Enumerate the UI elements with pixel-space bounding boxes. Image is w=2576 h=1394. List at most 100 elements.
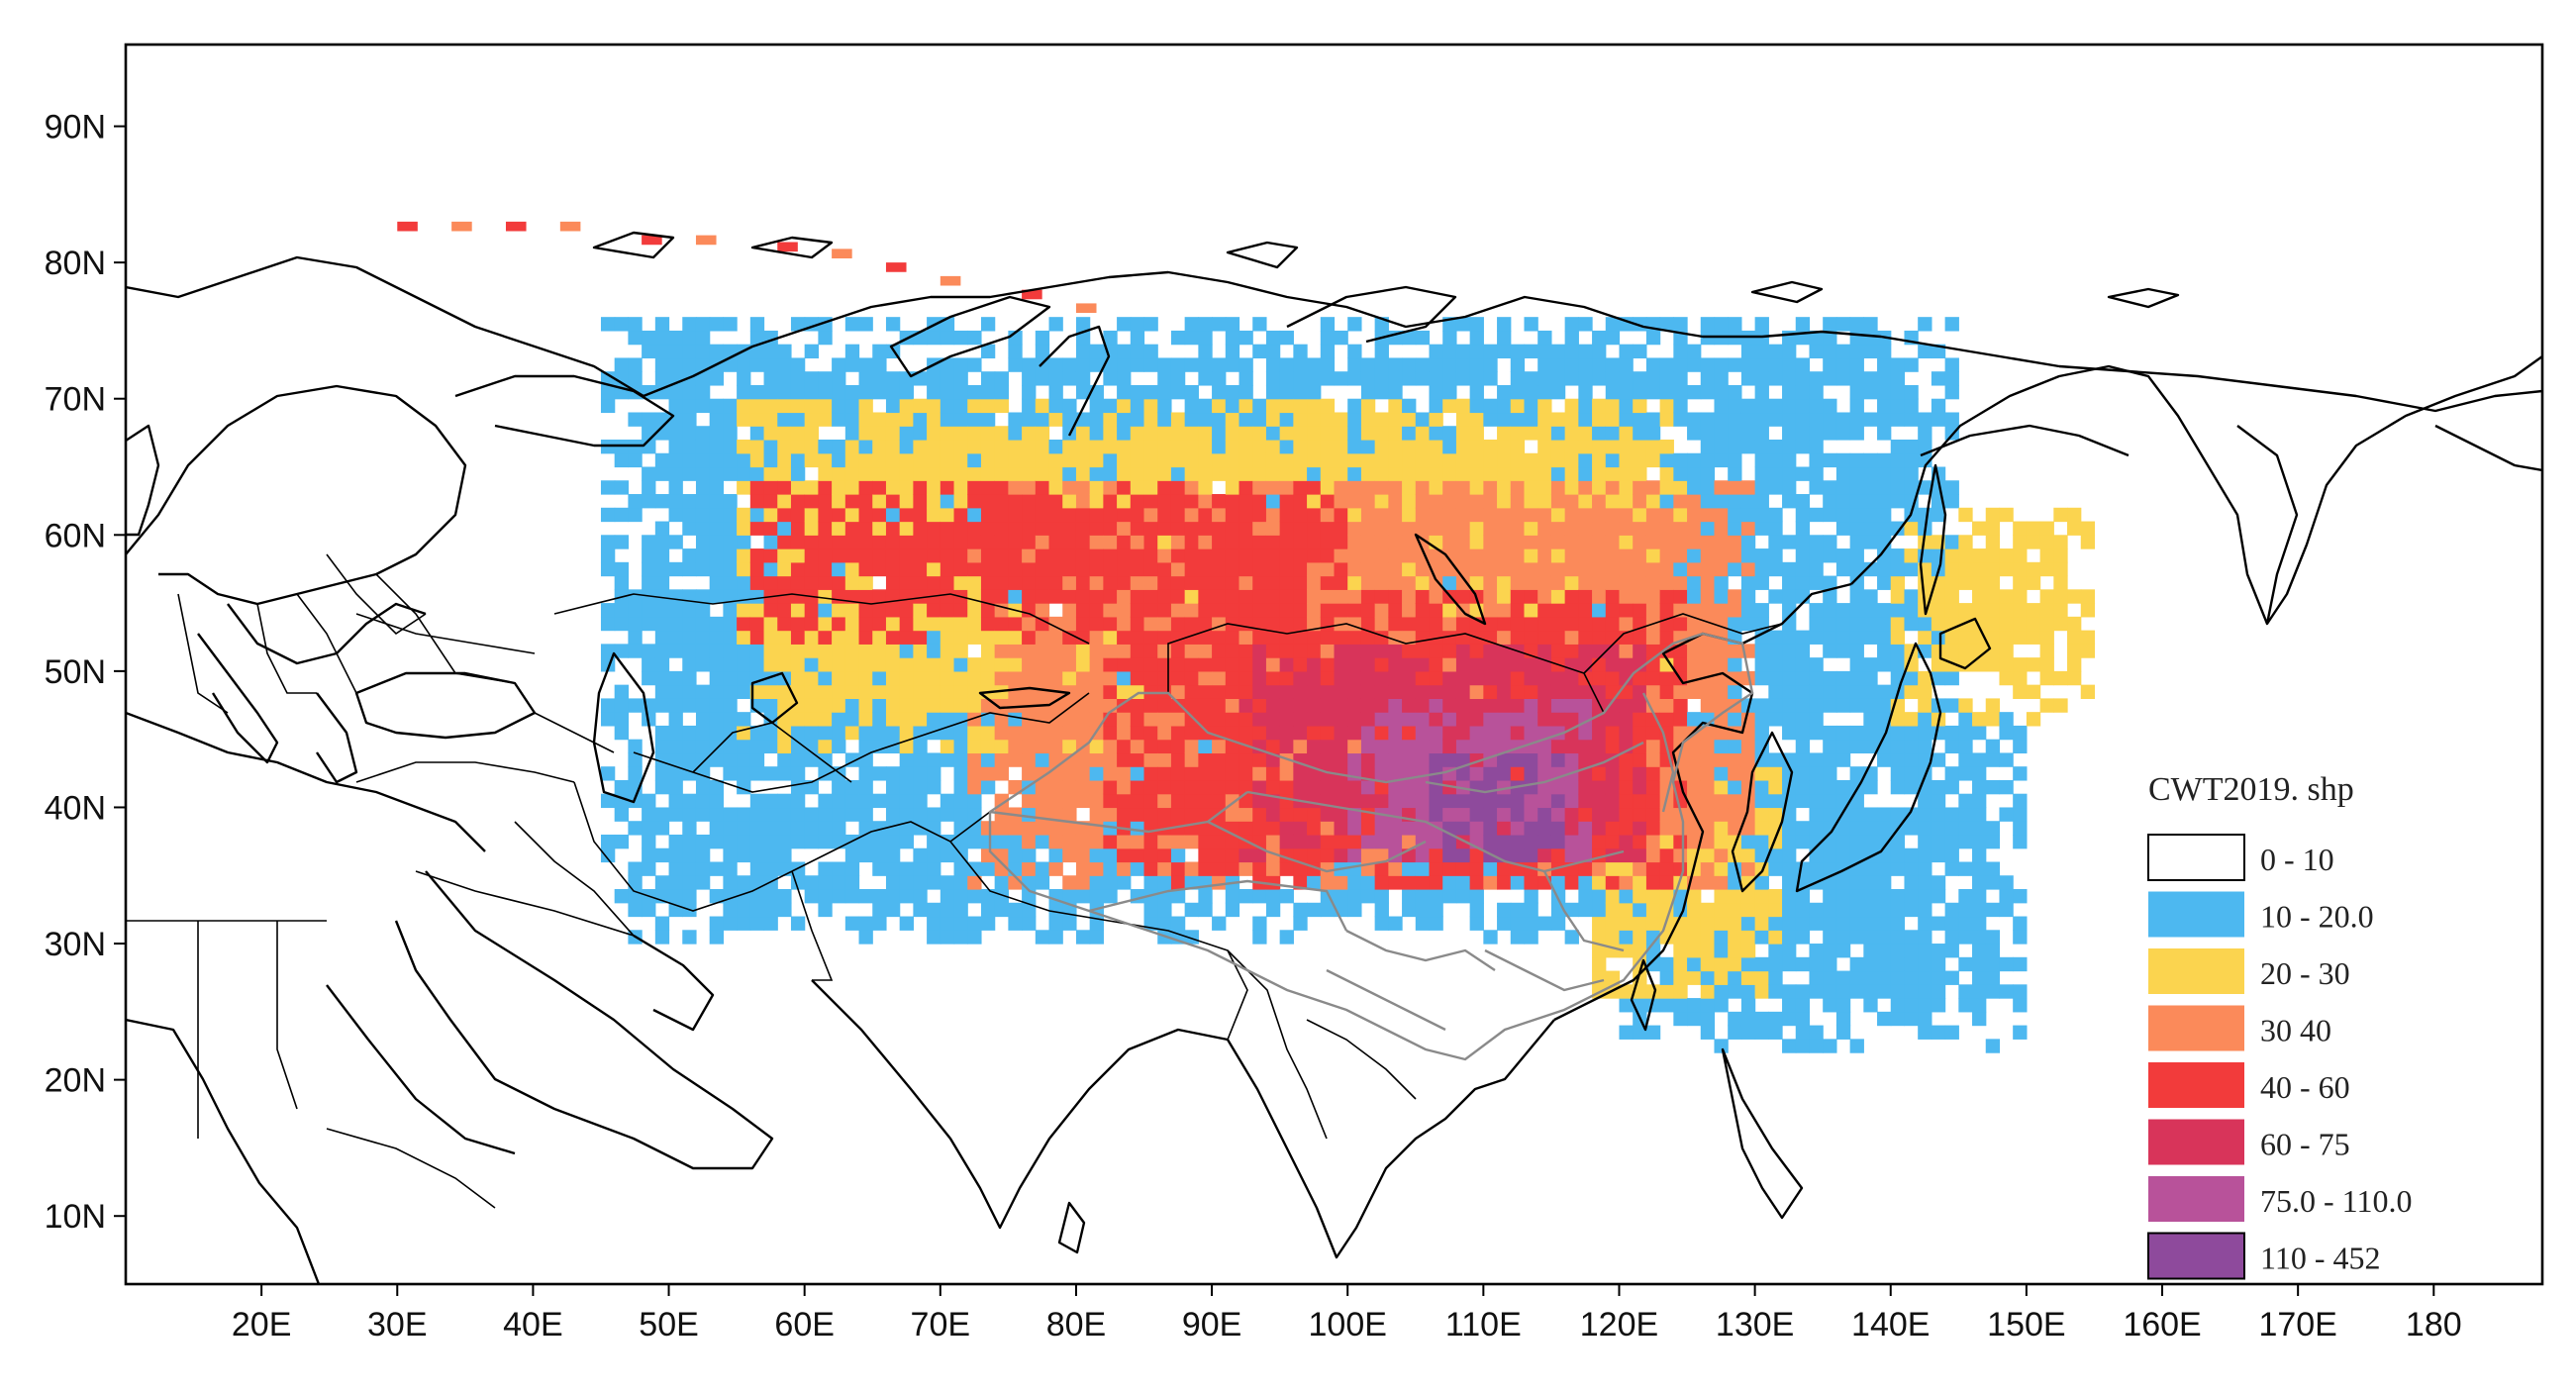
cwt-cell <box>1578 670 1593 686</box>
cwt-cell <box>1537 357 1552 372</box>
cwt-cell <box>790 739 806 754</box>
cwt-cell <box>709 630 724 645</box>
cwt-cell <box>1728 426 1742 441</box>
cwt-cell <box>1633 779 1647 795</box>
cwt-cell <box>1931 371 1946 386</box>
cwt-cell <box>1931 548 1946 563</box>
cwt-cell <box>1117 371 1132 386</box>
cwt-cell <box>1388 561 1403 577</box>
cwt-cell <box>1143 357 1158 372</box>
cwt-cell <box>1130 725 1145 741</box>
cwt-cell <box>1293 807 1308 822</box>
cwt-cell <box>1823 630 1837 645</box>
cwt-cell <box>1022 766 1037 781</box>
cwt-cell <box>804 657 819 672</box>
cwt-cell <box>1754 548 1769 563</box>
cwt-cell <box>1564 507 1579 523</box>
cwt-cell <box>832 603 846 618</box>
cwt-cell <box>1592 930 1607 945</box>
cwt-cell <box>1795 1025 1811 1040</box>
coastline-persian-gulf <box>633 934 715 1032</box>
cwt-cell <box>1795 725 1811 741</box>
cwt-cell <box>1374 371 1389 386</box>
cwt-cell <box>763 575 778 590</box>
cwt-cell <box>1483 561 1498 577</box>
cwt-cell <box>1795 698 1811 713</box>
cwt-cell <box>1184 452 1199 468</box>
cwt-cell <box>1265 698 1281 713</box>
cwt-cell <box>1782 930 1797 945</box>
cwt-cell <box>1497 535 1512 549</box>
cwt-cell <box>1659 861 1674 876</box>
cwt-cell <box>1157 452 1172 468</box>
cwt-cell <box>1782 1039 1797 1053</box>
cwt-cell <box>1795 575 1811 590</box>
cwt-cell <box>1388 698 1403 713</box>
cwt-cell <box>967 793 982 809</box>
cwt-cell <box>790 657 806 672</box>
cwt-cell <box>1455 739 1471 754</box>
coastline-italy <box>197 633 279 764</box>
cwt-cell <box>980 889 996 904</box>
cwt-cell <box>1347 589 1362 604</box>
cwt-cell <box>749 575 765 590</box>
y-tick-label: 60N <box>45 517 106 554</box>
cwt-cell <box>953 507 968 523</box>
cwt-cell <box>832 412 846 427</box>
cwt-cell <box>1524 494 1538 509</box>
cwt-cell <box>967 494 982 509</box>
cwt-cell <box>1700 371 1716 386</box>
cwt-cell <box>1687 575 1702 590</box>
cwt-cell <box>1360 398 1376 414</box>
cwt-cell <box>1265 357 1281 372</box>
cwt-cell <box>1863 739 1878 754</box>
cwt-cell <box>1673 494 1688 509</box>
cwt-cell <box>763 507 778 523</box>
cwt-cell <box>749 807 765 822</box>
cwt-cell <box>1564 452 1579 468</box>
cwt-cell <box>1524 712 1538 727</box>
coastline-svalbard <box>592 231 675 259</box>
cwt-cell <box>1225 793 1240 809</box>
cwt-cell <box>1768 944 1783 958</box>
cwt-cell <box>642 821 656 836</box>
cwt-cell <box>1714 875 1729 890</box>
cwt-cell <box>1117 412 1132 427</box>
cwt-cell <box>1062 821 1077 836</box>
cwt-cell <box>695 344 711 359</box>
cwt-cell <box>1550 589 1566 604</box>
cwt-cell <box>804 344 819 359</box>
cwt-cell <box>1252 616 1267 632</box>
cwt-cell <box>1198 779 1213 795</box>
cwt-cell <box>1605 452 1621 468</box>
cwt-cell <box>1252 398 1267 414</box>
cwt-cell <box>1578 902 1593 918</box>
cwt-cell <box>1252 589 1267 604</box>
cwt-cell <box>1075 439 1091 454</box>
cwt-cell <box>1740 930 1756 945</box>
cwt-cell <box>1740 480 1756 495</box>
cwt-cell <box>790 603 806 618</box>
cwt-cell <box>1510 698 1526 713</box>
cwt-cell <box>1279 684 1294 699</box>
cwt-cell <box>1823 752 1837 767</box>
cwt-cell <box>1279 739 1294 754</box>
cwt-cell <box>832 725 846 741</box>
cwt-cell <box>1075 371 1091 386</box>
cwt-cell <box>1972 779 1987 795</box>
cwt-cell <box>2067 521 2082 536</box>
cwt-cell <box>614 712 629 727</box>
cwt-cell <box>682 384 697 400</box>
cwt-cell <box>1075 303 1097 314</box>
cwt-cell <box>1510 670 1526 686</box>
cwt-cell <box>1510 603 1526 618</box>
cwt-cell <box>1823 412 1837 427</box>
cwt-cell <box>1198 807 1213 822</box>
cwt-cell <box>654 575 670 590</box>
cwt-cell <box>1714 644 1729 658</box>
cwt-cell <box>1320 548 1336 563</box>
cwt-cell <box>1768 930 1783 945</box>
cwt-cell <box>614 616 629 632</box>
cwt-cell <box>1809 412 1824 427</box>
cwt-cell <box>1619 847 1634 863</box>
